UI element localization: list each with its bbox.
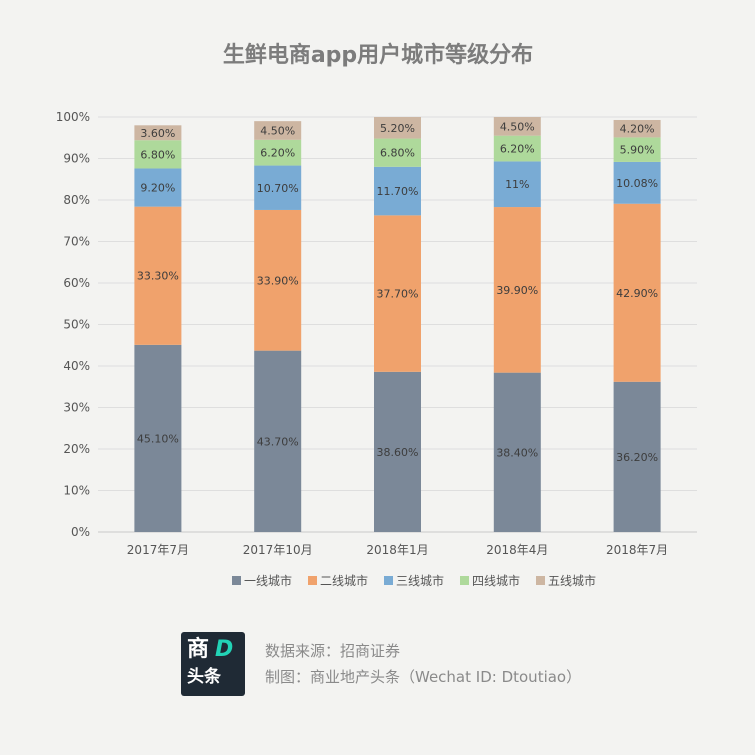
- y-tick-label: 10%: [63, 484, 90, 498]
- bar-segment: [613, 119, 661, 138]
- data-label: 39.90%: [496, 284, 538, 297]
- bar-segment: [374, 166, 421, 216]
- bar-segment: [613, 161, 661, 204]
- y-tick-label: 80%: [63, 193, 90, 207]
- legend-label: 五线城市: [548, 573, 596, 588]
- bar-segment: [254, 165, 302, 210]
- x-tick-label: 2018年4月: [486, 543, 548, 557]
- data-label: 5.90%: [620, 144, 655, 157]
- bar-segment: [374, 117, 421, 139]
- data-label: 38.60%: [377, 446, 419, 459]
- bar-segment: [493, 117, 541, 136]
- bar-segment: [493, 372, 541, 532]
- legend-label: 一线城市: [244, 573, 292, 588]
- data-label: 4.20%: [620, 123, 655, 136]
- legend: 一线城市 二线城市 三线城市 四线城市 五线城市: [232, 573, 596, 588]
- legend-label: 四线城市: [472, 573, 520, 588]
- bars: 45.10% 33.30% 9.20% 6.80% 3.60% 43.70% 33.90% 1…: [134, 117, 661, 532]
- bar-segment: [493, 207, 541, 373]
- bar-segment: [134, 344, 182, 532]
- stacked-bar-chart: 生鲜电商app用户城市等级分布 0% 10% 20% 30% 40% 50% 60% 70% 8…: [56, 42, 697, 588]
- bar-segment: [374, 371, 421, 532]
- data-label: 33.30%: [137, 270, 179, 283]
- legend-label: 二线城市: [320, 573, 368, 588]
- y-tick-label: 50%: [63, 318, 90, 332]
- logo-text-toutiao: 头条: [187, 667, 221, 687]
- bar-segment: [134, 125, 182, 141]
- x-tick-label: 2017年7月: [127, 543, 189, 557]
- data-label: 5.20%: [380, 122, 415, 135]
- x-axis: 2017年7月 2017年10月 2018年1月 2018年4月 2018年7月: [127, 543, 668, 557]
- bar-segment: [134, 206, 182, 345]
- y-tick-label: 100%: [56, 110, 90, 124]
- y-axis: 0% 10% 20% 30% 40% 50% 60% 70% 80% 90% 100%: [56, 110, 90, 539]
- bar-segment: [613, 203, 661, 382]
- x-tick-label: 2018年7月: [606, 543, 668, 557]
- brand-logo: 商 D 头条: [181, 632, 245, 696]
- legend-swatch: [460, 576, 469, 585]
- bar-segment: [254, 350, 302, 532]
- data-label: 6.20%: [500, 143, 535, 156]
- data-label: 4.50%: [500, 120, 535, 133]
- data-label: 4.50%: [260, 124, 295, 137]
- legend-label: 三线城市: [396, 573, 444, 588]
- bar-segment: [254, 121, 302, 140]
- y-tick-label: 20%: [63, 442, 90, 456]
- logo-text-d: D: [215, 637, 234, 662]
- data-label: 42.90%: [616, 287, 658, 300]
- footer: 商 D 头条 数据来源：招商证券 制图：商业地产头条（Wechat ID: Dt…: [181, 632, 581, 696]
- chart-title: 生鲜电商app用户城市等级分布: [223, 42, 533, 68]
- data-label: 9.20%: [140, 182, 175, 195]
- credit-text: 制图：商业地产头条（Wechat ID: Dtoutiao）: [265, 668, 582, 686]
- data-label: 43.70%: [257, 435, 299, 448]
- bar-segment: [613, 137, 661, 162]
- data-label: 6.20%: [260, 147, 295, 160]
- data-label: 3.60%: [140, 127, 175, 140]
- y-tick-label: 40%: [63, 359, 90, 373]
- data-source-text: 数据来源：招商证券: [265, 642, 401, 660]
- bar-segment: [134, 140, 182, 169]
- legend-swatch: [308, 576, 317, 585]
- data-label: 45.10%: [137, 432, 179, 445]
- source-block: 数据来源：招商证券 制图：商业地产头条（Wechat ID: Dtoutiao）: [265, 638, 581, 690]
- x-tick-label: 2018年1月: [366, 543, 428, 557]
- y-tick-label: 90%: [63, 152, 90, 166]
- data-label: 11%: [505, 178, 529, 191]
- legend-swatch: [232, 576, 241, 585]
- data-label: 33.90%: [257, 274, 299, 287]
- data-label: 6.80%: [380, 147, 415, 160]
- bar-segment: [493, 135, 541, 162]
- bar-segment: [374, 215, 421, 372]
- data-label: 37.70%: [377, 288, 419, 301]
- logo-text-shang: 商: [187, 637, 210, 662]
- x-tick-label: 2017年10月: [243, 543, 313, 557]
- data-label: 10.08%: [616, 177, 658, 190]
- y-tick-label: 0%: [71, 525, 90, 539]
- y-tick-label: 70%: [63, 235, 90, 249]
- legend-swatch: [536, 576, 545, 585]
- data-label: 10.70%: [257, 182, 299, 195]
- legend-swatch: [384, 576, 393, 585]
- data-label: 11.70%: [377, 185, 419, 198]
- bar-segment: [493, 161, 541, 208]
- data-label: 6.80%: [140, 148, 175, 161]
- bar-segment: [613, 381, 661, 532]
- data-label: 38.40%: [496, 446, 538, 459]
- bar-segment: [134, 168, 182, 207]
- bar-segment: [374, 138, 421, 167]
- y-tick-label: 60%: [63, 276, 90, 290]
- bar-segment: [254, 209, 302, 351]
- bar-segment: [254, 139, 302, 166]
- data-label: 36.20%: [616, 451, 658, 464]
- y-tick-label: 30%: [63, 401, 90, 415]
